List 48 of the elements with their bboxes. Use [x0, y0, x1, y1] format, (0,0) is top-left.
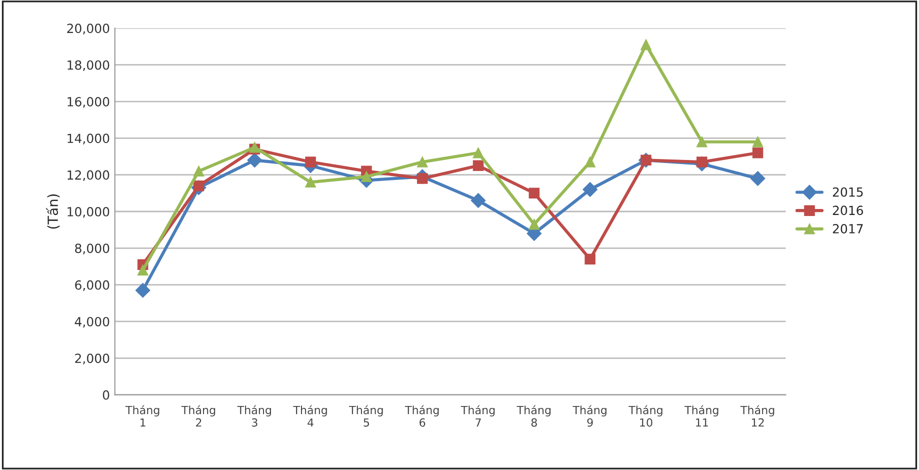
x-tick-label: Tháng 3 — [237, 405, 271, 427]
point — [472, 160, 484, 172]
point — [752, 136, 764, 148]
x-tick-label: Tháng 1 — [125, 405, 160, 427]
y-tick-label: 0 — [102, 390, 110, 400]
point — [640, 39, 652, 50]
y-tick-label: 14,000 — [68, 134, 110, 144]
y-tick-label: 18,000 — [68, 60, 110, 72]
point — [752, 147, 764, 158]
point — [361, 171, 372, 182]
x-tick-label: Tháng 11 — [684, 405, 718, 427]
y-tick-label: 12,000 — [68, 170, 110, 182]
x-tick-label: Tháng 8 — [516, 405, 551, 427]
point — [696, 136, 708, 148]
x-tick-label: Tháng 6 — [404, 405, 439, 427]
point — [470, 193, 486, 208]
point — [305, 156, 316, 168]
point — [528, 188, 540, 199]
point — [584, 156, 596, 168]
legend-label: 2017 — [832, 224, 863, 234]
y-tick-label: 6,000 — [75, 280, 110, 292]
point — [582, 182, 598, 197]
x-tick-label: Tháng 7 — [460, 405, 495, 427]
x-tick-label: Tháng 5 — [349, 405, 383, 427]
x-tick-label: Tháng 4 — [293, 405, 327, 427]
point — [750, 171, 766, 186]
point — [305, 176, 316, 188]
y-tick-label: 8,000 — [75, 244, 110, 254]
x-tick-label: Tháng 9 — [572, 405, 606, 427]
y-tick-label: 10,000 — [68, 206, 110, 218]
y-axis-title: (Tấn) — [46, 194, 60, 229]
x-tick-label: Tháng 10 — [628, 405, 662, 427]
point — [193, 166, 204, 177]
y-tick-label: 2,000 — [75, 354, 110, 364]
point — [528, 218, 540, 230]
y-tick-label: 20,000 — [67, 24, 110, 34]
point — [247, 152, 262, 168]
x-tick-label: Tháng 12 — [740, 405, 774, 427]
point — [416, 156, 428, 168]
x-tick-label: Tháng 2 — [181, 405, 216, 427]
legend-label: 2016 — [832, 206, 864, 216]
y-tick-label: 4,000 — [74, 316, 110, 328]
point — [137, 264, 148, 276]
legend-label: 2015 — [832, 187, 863, 197]
point — [135, 282, 150, 298]
point — [472, 147, 484, 158]
point — [584, 254, 596, 265]
y-tick-label: 16,000 — [68, 96, 110, 108]
